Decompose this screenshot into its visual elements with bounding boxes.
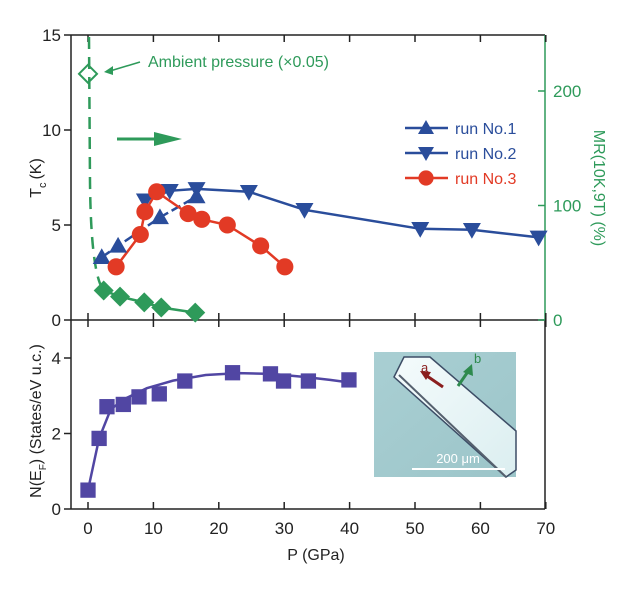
x-tick-label: 60 <box>471 519 490 538</box>
legend: run No.1 run No.2 run No.3 <box>405 120 516 188</box>
upper-y-tick-label: 5 <box>52 216 61 235</box>
triangle-down-marker <box>160 184 179 200</box>
ambient-annotation: Ambient pressure (×0.05) <box>148 54 329 71</box>
triangle-up-marker <box>150 208 169 225</box>
right-y-axis-label: MR(10K,9T) (%) <box>590 130 607 246</box>
y-label-T: T <box>28 188 45 198</box>
lower-y-label-post: ) (States/eV u.c.) <box>28 344 45 464</box>
scale-bar-label: 200 μm <box>436 451 480 466</box>
lower-y-label-pre: N(E <box>28 470 45 498</box>
y-label-sub: c <box>37 182 49 188</box>
lower-y-label-sub: F <box>38 464 49 470</box>
square-marker <box>177 373 193 389</box>
triangle-down-marker <box>135 193 154 210</box>
square-marker <box>224 365 241 381</box>
legend-label: run No.3 <box>455 171 516 188</box>
circle-marker <box>107 258 125 276</box>
upper-y-axis-label: Tc (K) <box>28 158 49 198</box>
right-axis-arrow-icon <box>117 132 182 146</box>
triangle-up-marker <box>92 248 111 265</box>
square-marker <box>151 386 167 402</box>
square-marker <box>262 366 279 382</box>
upper-y-tick-label: 10 <box>42 121 61 140</box>
x-tick-label: 40 <box>340 519 359 538</box>
svg-text:N(EF) (States/eV u.c.): N(EF) (States/eV u.c.) <box>28 344 49 498</box>
axis-a-label: a <box>421 360 429 375</box>
lower-y-tick-label: 0 <box>52 500 61 519</box>
circle-marker <box>193 210 211 228</box>
svg-text:Tc(K): Tc (K) <box>28 158 49 198</box>
triangle-down-marker <box>239 185 258 201</box>
square-marker <box>341 372 357 388</box>
triangle-down-marker <box>187 182 206 198</box>
triangle-down-marker <box>295 203 314 219</box>
upper-y-tick-label: 15 <box>42 26 61 45</box>
square-marker <box>80 482 96 498</box>
circle-marker <box>148 183 166 201</box>
axis-b-arrow: b <box>456 351 481 387</box>
square-marker <box>275 373 292 389</box>
legend-label: run No.2 <box>455 146 516 163</box>
svg-text:MR(10K,9T) (%): MR(10K,9T) (%) <box>590 130 607 246</box>
right-y-tick-label: 200 <box>553 82 581 101</box>
nef-fit-curve <box>86 371 350 491</box>
inset-micrograph: a b 200 μm <box>374 351 517 478</box>
x-tick-label: 70 <box>536 519 555 538</box>
x-tick-label: 30 <box>275 519 294 538</box>
upper-y-tick-label: 0 <box>52 311 61 330</box>
circle-marker <box>136 203 154 221</box>
axes-frames <box>70 34 546 510</box>
circle-marker <box>131 225 149 244</box>
open-diamond-shape <box>77 63 99 85</box>
triangle-down-marker <box>529 230 548 247</box>
axis-b-label: b <box>474 351 481 366</box>
x-axis-label: P (GPa) <box>287 547 345 564</box>
lower-y-axis-label: N(EF) (States/eV u.c.) <box>28 344 49 498</box>
square-marker <box>99 399 115 415</box>
circle-marker <box>218 216 236 234</box>
square-marker <box>91 430 107 447</box>
legend-triangle-up-marker <box>418 120 434 134</box>
axis-ticks <box>64 34 547 510</box>
diamond-marker <box>134 292 155 313</box>
legend-item: run No.2 <box>405 146 516 163</box>
square-marker <box>131 389 147 405</box>
x-tick-label: 0 <box>83 519 92 538</box>
triangle-down-marker <box>411 222 430 238</box>
annotation-arrow <box>104 61 141 75</box>
square-marker <box>115 396 131 413</box>
diamond-marker <box>151 297 172 318</box>
lower-y-tick-label: 2 <box>52 425 61 444</box>
triangle-up-marker <box>109 236 128 253</box>
circle-marker <box>179 205 197 223</box>
y-label-unit: (K) <box>28 158 45 179</box>
right-y-tick-label: 0 <box>553 311 562 330</box>
circle-marker <box>276 258 294 276</box>
diamond-marker <box>110 286 131 307</box>
triangle-down-marker <box>462 223 481 239</box>
legend-triangle-down-marker <box>418 147 434 161</box>
x-tick-label: 50 <box>406 519 425 538</box>
diamond-marker <box>93 280 114 301</box>
circle-marker <box>252 237 270 255</box>
legend-item: run No.3 <box>405 170 516 188</box>
open-diamond-marker <box>77 63 99 85</box>
square-marker <box>300 373 317 389</box>
tick-labels: 0 10 20 30 40 50 60 70 0 5 10 15 0 100 200 0 2 4 <box>42 26 581 538</box>
lower-y-tick-label: 4 <box>52 349 61 368</box>
right-y-tick-label: 100 <box>553 197 581 216</box>
legend-label: run No.1 <box>455 121 516 138</box>
x-tick-label: 20 <box>209 519 228 538</box>
legend-circle-marker <box>418 170 434 186</box>
diamond-marker <box>185 302 206 323</box>
axis-a-arrow: a <box>420 360 444 389</box>
legend-item: run No.1 <box>405 120 516 138</box>
series-markers <box>77 63 548 498</box>
x-tick-label: 10 <box>144 519 163 538</box>
